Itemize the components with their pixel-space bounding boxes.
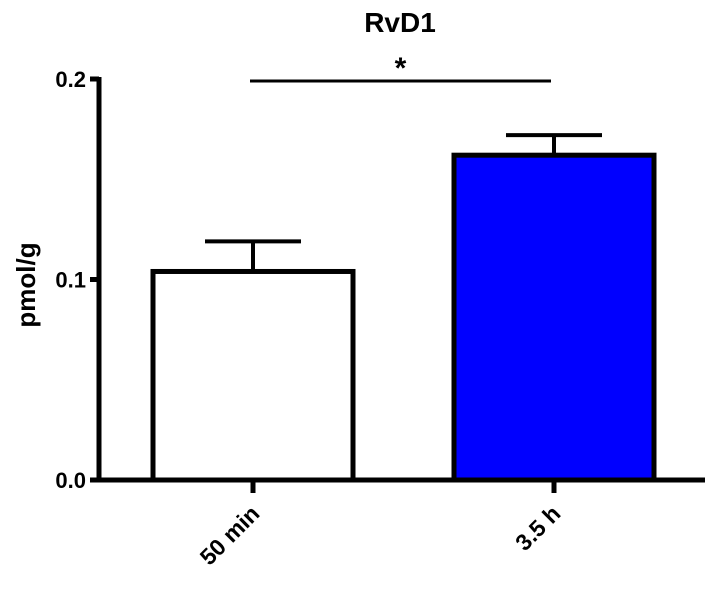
- x-tick-label-1: 50 min: [195, 500, 265, 570]
- significance-marker: *: [395, 52, 407, 85]
- y-axis-label: pmol/g: [11, 242, 41, 327]
- bar-2: [451, 152, 657, 483]
- bar-1: [150, 268, 356, 483]
- chart-title: RvD1: [364, 7, 436, 38]
- y-tick-label-2: 0.1: [55, 268, 86, 293]
- x-tick-label-2: 3.5 h: [510, 500, 565, 555]
- y-tick-label-3: 0.2: [55, 67, 86, 92]
- plot-area: 0.0 0.1 0.2 50 min 3.5 h *: [55, 52, 705, 570]
- y-tick-label-1: 0.0: [55, 468, 86, 493]
